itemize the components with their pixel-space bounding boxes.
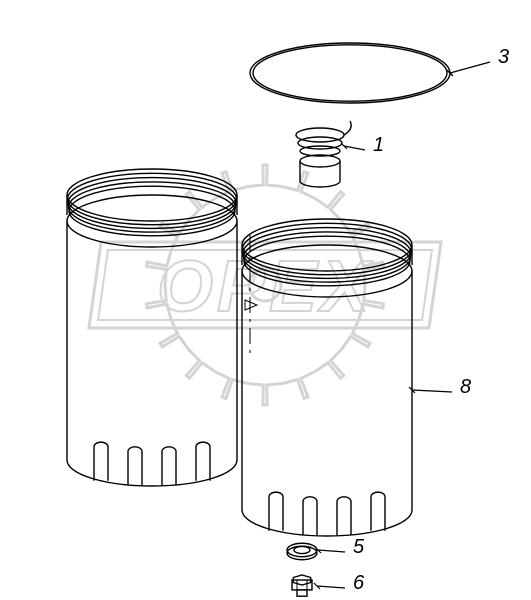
callout-label-6: 6 <box>353 572 364 595</box>
callout-label-8: 8 <box>460 376 471 399</box>
diagram-svg: OPEX <box>0 0 531 600</box>
svg-text:OPEX: OPEX <box>157 247 373 327</box>
callout-label-5: 5 <box>353 536 364 559</box>
callout-label-3: 3 <box>498 46 509 69</box>
callout-label-1: 1 <box>373 134 384 157</box>
diagram-canvas: OPEX 3 1 8 5 6 <box>0 0 531 600</box>
